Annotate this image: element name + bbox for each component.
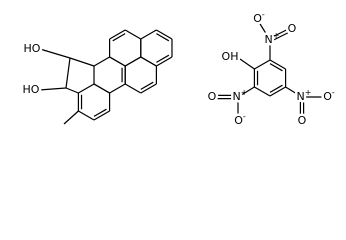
bond [140,56,157,67]
oxygen-label: O- [253,10,265,26]
bond [285,86,303,98]
bond [269,84,283,93]
oxygen-label: O [298,114,307,127]
bond [65,87,79,94]
bond [69,57,95,67]
bond [124,29,142,40]
bond [256,18,271,41]
charge: + [273,31,280,40]
oxygen-label: O [208,90,217,103]
oxygen-label: O [288,22,297,35]
bond [112,33,126,42]
nitrogen-label: N+ [297,88,312,104]
bond [254,86,271,97]
bond [269,59,286,70]
oxygen-label-symbol: O [253,12,262,25]
bond [109,83,126,94]
bond [237,86,255,98]
charge: + [305,88,312,97]
oxygen-label-symbol: O [323,90,332,103]
bond [63,110,79,125]
oxygen-label-symbol: O [298,114,307,127]
bond [39,48,71,59]
bond [271,28,289,38]
bond [65,57,71,89]
bond [269,86,286,97]
nitrogen-label: N+ [265,31,280,47]
oxygen-label-symbol: O [234,114,243,127]
bond [78,110,95,121]
bond [78,83,95,94]
oxygen-label-symbol: O [288,22,297,35]
hydroxyl-label: HO [23,83,40,96]
bond [93,108,107,117]
oxygen-label: O- [323,88,335,104]
nitrogen-label-symbol: N [233,90,241,103]
oxygen-label-symbol: O [208,90,217,103]
bond [156,56,173,67]
hydroxyl-label: HO [24,42,41,55]
bond [109,29,126,40]
bond [93,56,110,67]
bonds [38,18,327,125]
charge: - [332,88,335,97]
nitrogen-label-symbol: N [265,33,273,46]
bond [124,83,142,94]
hydroxyl-label: OH [222,50,239,63]
bond [38,87,67,91]
bond [93,110,110,121]
atom-labels: HO HO OH N+ OO-N+OO-N+OO- [20,10,335,130]
bond [156,33,170,42]
bond [140,81,154,90]
oxygen-label: O- [234,112,246,128]
bond [109,56,126,67]
bond [156,54,170,63]
nitrogen-label-symbol: N [297,90,305,103]
bond [239,58,255,70]
bond [254,59,271,70]
bond [124,56,142,67]
charge: - [262,10,265,19]
charge: + [241,88,248,97]
bond [93,83,110,94]
bond [156,29,173,40]
charge: - [243,112,246,121]
bond [140,83,157,94]
bond [269,63,283,72]
bond [273,31,291,41]
nitrogen-label: N+ [233,88,248,104]
bond [140,29,157,40]
structure-diagram: HO HO OH N+ OO-N+OO-N+OO- [20,9,335,130]
